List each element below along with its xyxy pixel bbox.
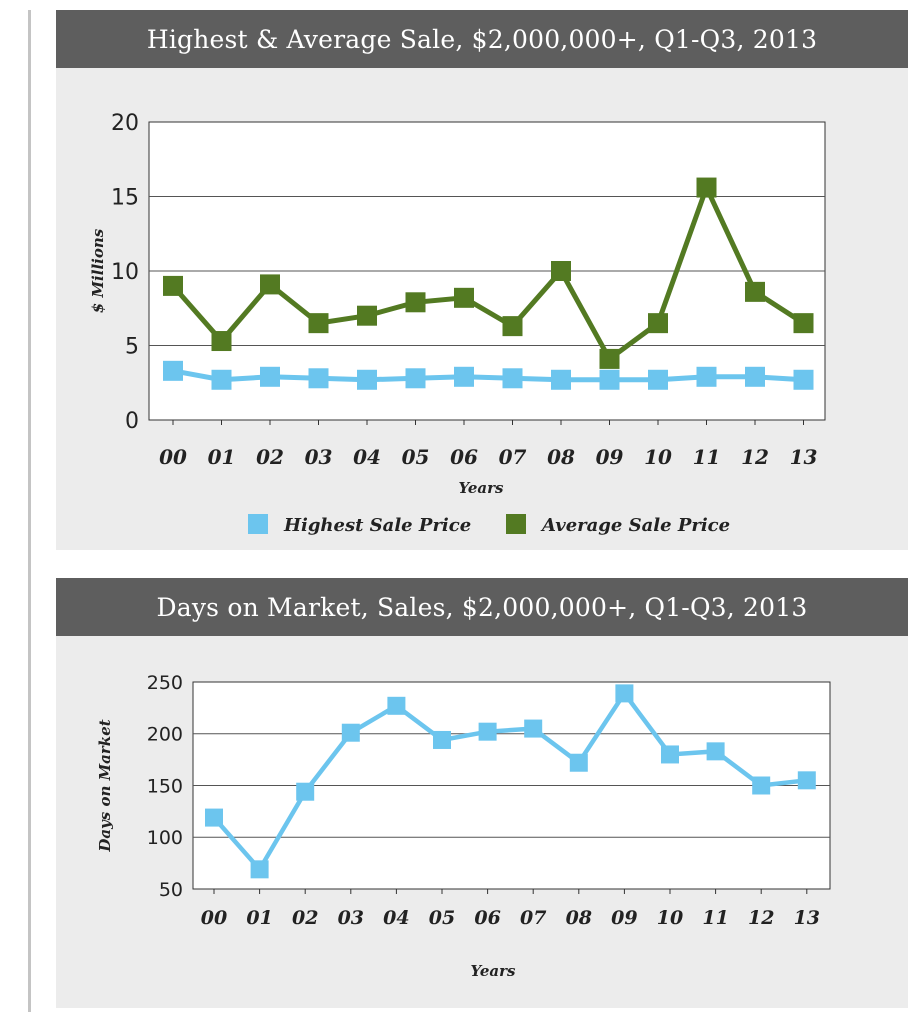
data-point	[502, 316, 523, 337]
data-point	[696, 177, 717, 198]
data-point	[706, 742, 725, 761]
data-point	[211, 331, 232, 352]
data-point	[745, 366, 765, 387]
data-point	[341, 723, 360, 742]
data-point	[387, 696, 406, 715]
x-tick-label: 10	[644, 445, 672, 469]
chart-panel-sales-price: Highest & Average Sale, $2,000,000+, Q1-…	[56, 10, 908, 550]
legend-swatch	[506, 514, 526, 534]
data-point	[211, 369, 232, 390]
data-point	[615, 684, 634, 703]
x-tick-label: 09	[596, 445, 624, 469]
y-tick-label: 0	[125, 409, 139, 434]
x-tick-label: 11	[693, 445, 721, 469]
x-axis-title: Years	[458, 479, 504, 497]
data-point	[745, 281, 765, 302]
data-point	[296, 782, 315, 801]
x-tick-label: 06	[450, 445, 478, 469]
chart-title: Highest & Average Sale, $2,000,000+, Q1-…	[56, 10, 908, 68]
x-tick-label: 04	[383, 907, 409, 929]
x-tick-label: 08	[547, 445, 575, 469]
data-point	[163, 275, 183, 296]
data-point	[250, 860, 269, 879]
data-point	[696, 366, 717, 387]
y-tick-label: 10	[111, 260, 139, 285]
days-on-market-chart: 50 100 150 200 250 00 01 02 03 04 05 06 07 08 09 10 11 12…	[96, 672, 831, 980]
x-tick-label: 06	[474, 907, 500, 929]
y-tick-label: 200	[147, 724, 183, 746]
y-axis-title: $ Millions	[89, 228, 107, 313]
data-point	[599, 348, 620, 369]
data-point	[648, 369, 668, 390]
data-point	[569, 753, 588, 772]
x-tick-label: 05	[402, 445, 430, 469]
legend-label: Highest Sale Price	[283, 515, 471, 536]
x-tick-label: 01	[208, 445, 236, 469]
data-point	[357, 305, 377, 326]
data-point	[524, 719, 543, 738]
data-point	[797, 771, 816, 790]
chart-panel-days-on-market: Days on Market, Sales, $2,000,000+, Q1-Q…	[56, 578, 908, 1008]
x-tick-label: 07	[520, 907, 546, 929]
data-point	[405, 292, 426, 313]
x-tick-label: 12	[748, 907, 774, 929]
data-point	[454, 287, 474, 308]
x-tick-label: 13	[790, 445, 818, 469]
y-tick-label: 100	[147, 827, 183, 849]
x-tick-label: 09	[611, 907, 637, 929]
data-point	[405, 368, 426, 389]
x-tick-label: 02	[292, 907, 318, 929]
y-tick-label: 20	[111, 111, 139, 136]
data-point	[551, 261, 571, 281]
data-point	[260, 366, 280, 387]
data-point	[308, 313, 329, 334]
data-point	[599, 369, 620, 390]
legend-label: Average Sale Price	[540, 515, 730, 536]
data-point	[752, 776, 771, 795]
x-axis-title: Years	[470, 962, 516, 980]
x-tick-label: 03	[305, 445, 333, 469]
x-tick-label: 00	[159, 445, 187, 469]
data-point	[478, 722, 497, 741]
x-tick-label: 02	[256, 445, 284, 469]
x-tick-label: 05	[429, 907, 455, 929]
y-tick-label: 250	[147, 672, 183, 694]
y-tick-label: 5	[125, 334, 139, 359]
x-tick-label: 03	[338, 907, 364, 929]
data-point	[793, 369, 814, 390]
legend-swatch	[248, 514, 268, 534]
data-point	[648, 313, 668, 334]
data-point	[454, 366, 474, 387]
data-point	[502, 368, 523, 389]
x-tick-label: 12	[741, 445, 769, 469]
y-tick-label: 150	[147, 775, 183, 797]
left-margin-rule	[28, 10, 31, 1012]
data-point	[205, 808, 223, 827]
y-tick-label: 15	[111, 185, 139, 210]
x-tick-label: 04	[353, 445, 381, 469]
data-point	[163, 360, 183, 381]
data-point	[433, 730, 451, 749]
data-point	[357, 369, 377, 390]
y-tick-label: 50	[159, 879, 183, 901]
data-point	[551, 369, 571, 390]
data-point	[308, 368, 329, 389]
x-tick-label: 13	[794, 907, 820, 929]
x-tick-label: 07	[499, 445, 527, 469]
y-axis-title: Days on Market	[96, 719, 114, 852]
data-point	[661, 745, 679, 764]
x-tick-label: 08	[566, 907, 592, 929]
x-tick-label: 00	[201, 907, 227, 929]
data-point	[260, 274, 280, 295]
chart-title: Days on Market, Sales, $2,000,000+, Q1-Q…	[56, 578, 908, 636]
x-tick-label: 01	[246, 907, 272, 929]
data-point	[793, 313, 814, 334]
x-tick-label: 11	[702, 907, 728, 929]
x-tick-label: 10	[657, 907, 683, 929]
